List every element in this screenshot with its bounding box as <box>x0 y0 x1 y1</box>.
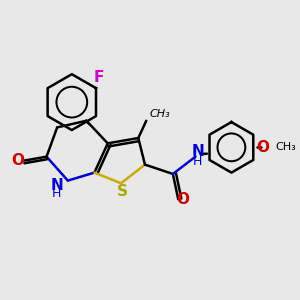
Text: O: O <box>176 192 190 207</box>
Text: O: O <box>256 140 269 155</box>
Text: O: O <box>11 153 24 168</box>
Text: N: N <box>191 144 204 159</box>
Text: CH₃: CH₃ <box>149 109 170 119</box>
Text: H: H <box>52 188 61 200</box>
Text: F: F <box>94 70 104 85</box>
Text: N: N <box>50 178 63 193</box>
Text: S: S <box>117 184 128 199</box>
Text: CH₃: CH₃ <box>276 142 297 152</box>
Text: H: H <box>193 155 202 168</box>
